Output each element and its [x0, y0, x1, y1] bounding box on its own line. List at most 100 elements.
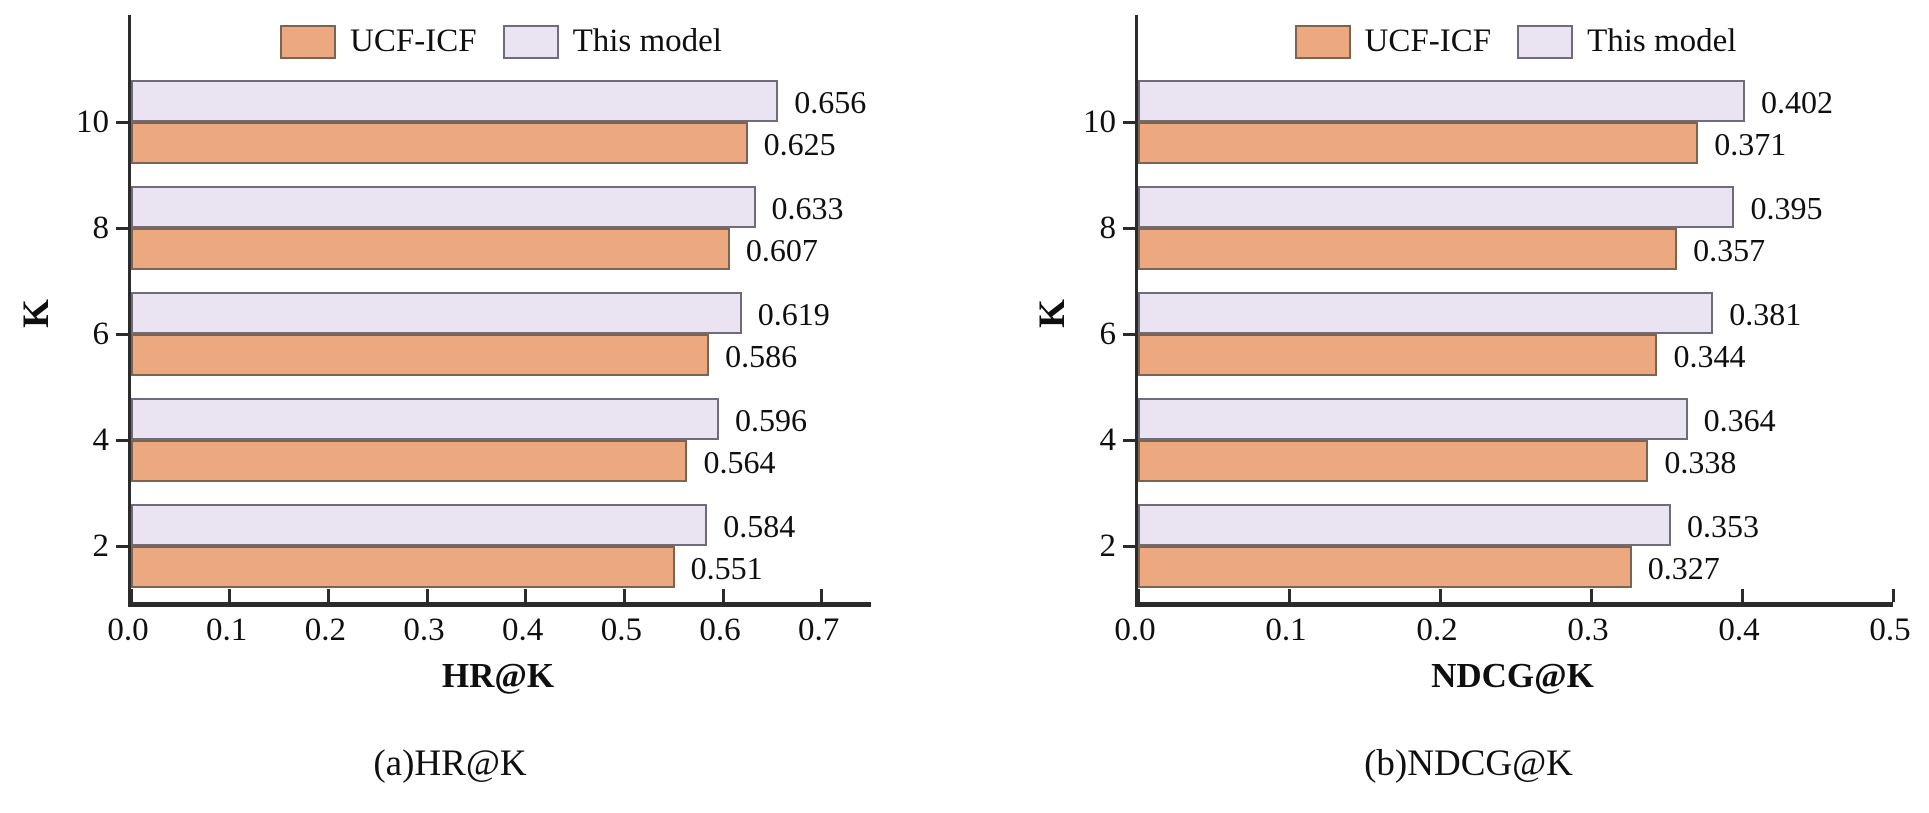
x-axis-tick-label: 0.7 — [798, 612, 840, 648]
bar-ucf-icf — [1138, 546, 1632, 588]
y-axis-tick — [116, 544, 128, 548]
chart-ndcg-at-k: K UCF-ICF This model 0.353 0.327 2 0.364 0.3… — [1008, 0, 1929, 813]
y-axis-tick-label: 8 — [92, 210, 110, 246]
bar-ucf-icf — [131, 228, 730, 270]
bar-value-label: 0.586 — [725, 338, 798, 374]
x-axis-tick-label: 0.2 — [1416, 612, 1458, 648]
y-axis-tick-label: 4 — [1099, 422, 1117, 458]
bar-ucf-icf — [1138, 228, 1678, 270]
y-axis-tick-label: 4 — [92, 422, 110, 458]
chart-hr-at-k: K UCF-ICF This model 0.584 0.551 2 0.596 0.5… — [0, 0, 900, 813]
bar-value-label: 0.353 — [1687, 508, 1760, 544]
bar-value-label: 0.327 — [1647, 550, 1720, 586]
y-axis-tick-label: 6 — [92, 316, 110, 352]
bar-this-model — [131, 398, 720, 440]
bar-ucf-icf — [131, 440, 688, 482]
y-axis-tick — [116, 332, 128, 336]
plot-area: UCF-ICF This model 0.353 0.327 2 0.364 0.338… — [1083, 15, 1895, 607]
x-axis-tick-label: 0.3 — [403, 612, 445, 648]
y-axis-tick-label: 6 — [1099, 316, 1117, 352]
bar-this-model — [1138, 80, 1746, 122]
x-axis-tick-label: 0.4 — [1718, 612, 1760, 648]
bar-this-model — [131, 186, 756, 228]
y-axis-tick-label: 2 — [92, 528, 110, 564]
bar-value-label: 0.584 — [723, 508, 796, 544]
legend-item-ucf-icf: UCF-ICF — [280, 23, 477, 60]
ucf-icf-legend-label: UCF-ICF — [350, 23, 477, 59]
bar-value-label: 0.625 — [763, 126, 836, 162]
x-axis-tick — [1136, 589, 1140, 602]
bar-ucf-icf — [131, 122, 748, 164]
x-axis-tick-label: 0.5 — [1869, 612, 1911, 648]
bar-this-model — [1138, 398, 1688, 440]
x-axis-tick — [1891, 589, 1895, 602]
x-axis-tick-label: 0.5 — [600, 612, 642, 648]
subfigure-caption-b: (b)NDCG@K — [1364, 743, 1573, 784]
x-axis-title: HR@K — [441, 656, 555, 695]
subfigure-caption-a: (a)HR@K — [373, 743, 527, 784]
bar-value-label: 0.619 — [757, 296, 830, 332]
y-axis-tick-label: 10 — [76, 104, 109, 140]
y-axis-tick — [1123, 332, 1135, 336]
bar-value-label: 0.371 — [1714, 126, 1787, 162]
legend: UCF-ICF This model — [1138, 23, 1893, 60]
legend-item-this-model: This model — [502, 23, 722, 60]
bar-value-label: 0.596 — [735, 402, 808, 438]
bar-ucf-icf — [1138, 122, 1699, 164]
y-axis-tick — [1123, 226, 1135, 230]
x-axis-tick-label: 0.1 — [1265, 612, 1307, 648]
y-axis-tick — [1123, 120, 1135, 124]
bar-this-model — [1138, 186, 1735, 228]
bar-value-label: 0.344 — [1673, 338, 1746, 374]
bar-ucf-icf — [131, 334, 710, 376]
y-axis-tick-label: 2 — [1099, 528, 1117, 564]
x-axis-tick — [524, 589, 528, 602]
bar-this-model — [131, 80, 779, 122]
ucf-icf-legend-swatch — [280, 24, 337, 59]
x-axis-tick — [1287, 589, 1291, 602]
this-model-legend-swatch — [1517, 24, 1574, 59]
x-axis-tick — [129, 589, 133, 602]
this-model-legend-label: This model — [572, 23, 722, 59]
bar-ucf-icf — [131, 546, 675, 588]
bar-value-label: 0.564 — [703, 444, 776, 480]
y-axis-tick — [116, 120, 128, 124]
bar-value-label: 0.364 — [1703, 402, 1776, 438]
x-axis-title: NDCG@K — [1431, 656, 1594, 695]
bar-value-label: 0.607 — [745, 232, 818, 268]
plot-area: UCF-ICF This model 0.584 0.551 2 0.596 0.564… — [76, 15, 871, 607]
x-axis-tick-label: 0.6 — [699, 612, 741, 648]
bar-this-model — [131, 292, 742, 334]
y-axis-tick-label: 10 — [1083, 104, 1116, 140]
x-axis-tick — [1740, 589, 1744, 602]
x-axis-tick — [425, 589, 429, 602]
legend-item-ucf-icf: UCF-ICF — [1294, 23, 1491, 60]
x-axis-tick-label: 0.1 — [206, 612, 248, 648]
legend-item-this-model: This model — [1517, 23, 1736, 60]
x-axis-tick-label: 0.0 — [107, 612, 149, 648]
bar-value-label: 0.395 — [1750, 190, 1823, 226]
x-axis-tick — [622, 589, 626, 602]
bar-this-model — [131, 504, 708, 546]
x-axis-tick-label: 0.4 — [502, 612, 544, 648]
bar-value-label: 0.338 — [1664, 444, 1737, 480]
this-model-legend-swatch — [502, 24, 559, 59]
bar-value-label: 0.357 — [1693, 232, 1766, 268]
x-axis-tick-label: 0.2 — [304, 612, 346, 648]
y-axis-tick — [116, 438, 128, 442]
bar-value-label: 0.381 — [1729, 296, 1802, 332]
x-axis-tick-labels: 0.0 0.1 0.2 0.3 0.4 0.5 0.6 0.7 — [107, 612, 868, 654]
x-axis-tick — [228, 589, 232, 602]
y-axis-tick — [116, 226, 128, 230]
bar-this-model — [1138, 292, 1714, 334]
x-axis-tick-label: 0.3 — [1567, 612, 1609, 648]
x-axis-tick — [820, 589, 824, 602]
bar-ucf-icf — [1138, 440, 1649, 482]
x-axis-tick-labels: 0.0 0.1 0.2 0.3 0.4 0.5 — [1114, 612, 1910, 654]
x-axis-tick — [721, 589, 725, 602]
bar-value-label: 0.633 — [771, 190, 844, 226]
bar-ucf-icf — [1138, 334, 1658, 376]
x-axis-tick — [1589, 589, 1593, 602]
x-axis-tick — [326, 589, 330, 602]
